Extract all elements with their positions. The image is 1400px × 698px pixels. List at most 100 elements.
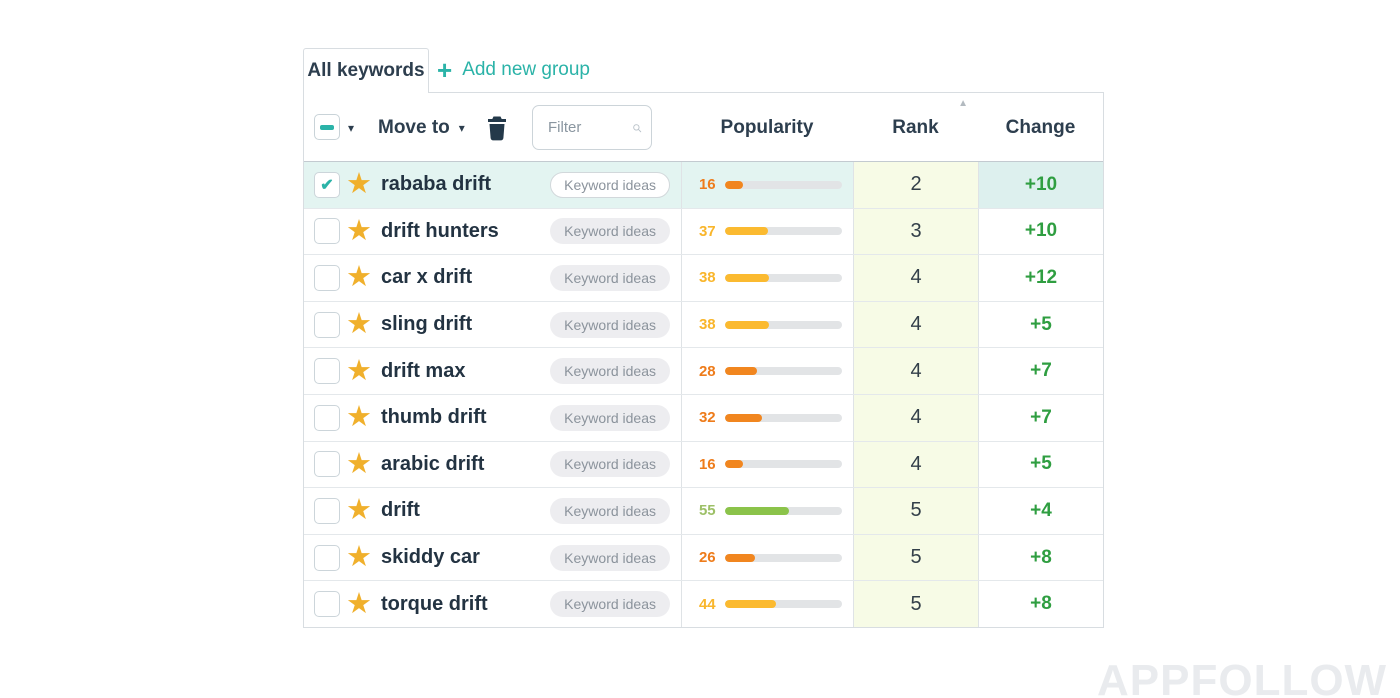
- table-rows: ✔ ★ rababa drift Keyword ideas 16 2 +10 …: [304, 162, 1103, 627]
- row-checkbox[interactable]: ✔: [314, 497, 340, 524]
- keyword-cell: ✔ ★ torque drift Keyword ideas: [304, 581, 681, 627]
- favorite-star-icon[interactable]: ★: [346, 168, 372, 201]
- popularity-bar-fill: [724, 273, 770, 282]
- chevron-down-icon[interactable]: ▾: [348, 121, 355, 135]
- keyword-ideas-badge[interactable]: Keyword ideas: [550, 497, 670, 524]
- table-row: ✔ ★ drift max Keyword ideas 28 4 +7: [304, 348, 1103, 395]
- popularity-value: 16: [698, 455, 716, 473]
- keyword-label: rababa drift: [381, 173, 492, 196]
- popularity-value: 38: [698, 269, 716, 287]
- popularity-bar-fill: [724, 460, 744, 469]
- keyword-ideas-badge[interactable]: Keyword ideas: [550, 591, 670, 618]
- column-header-change[interactable]: Change: [1005, 116, 1076, 138]
- popularity-cell: 16: [681, 162, 853, 208]
- popularity-cell: 55: [681, 488, 853, 534]
- search-icon: [633, 123, 642, 132]
- rank-value: 2: [853, 162, 978, 208]
- plus-icon: +: [437, 55, 453, 85]
- appfollow-watermark: APPFOLLOW: [1097, 656, 1388, 698]
- change-value: +7: [978, 394, 1103, 441]
- tab-all-keywords[interactable]: All keywords: [303, 48, 429, 93]
- keyword-cell: ✔ ★ rababa drift Keyword ideas: [304, 162, 681, 208]
- indeterminate-dash-icon: [320, 124, 334, 130]
- favorite-star-icon[interactable]: ★: [346, 494, 372, 527]
- keyword-cell: ✔ ★ skiddy car Keyword ideas: [304, 535, 681, 581]
- favorite-star-icon[interactable]: ★: [346, 214, 372, 247]
- keyword-cell: ✔ ★ drift max Keyword ideas: [304, 348, 681, 394]
- keyword-ideas-badge[interactable]: Keyword ideas: [550, 218, 670, 245]
- table-row: ✔ ★ arabic drift Keyword ideas 16 4 +5: [304, 441, 1103, 489]
- popularity-bar: [724, 180, 842, 189]
- row-checkbox[interactable]: ✔: [314, 591, 340, 618]
- trash-icon[interactable]: [485, 115, 509, 141]
- keyword-label: drift hunters: [381, 219, 499, 242]
- keyword-cell: ✔ ★ arabic drift Keyword ideas: [304, 442, 681, 488]
- keyword-ideas-badge[interactable]: Keyword ideas: [550, 404, 670, 431]
- keyword-ideas-badge[interactable]: Keyword ideas: [550, 451, 670, 478]
- change-value: +7: [978, 348, 1103, 394]
- add-new-group-button[interactable]: + Add new group: [437, 50, 590, 90]
- keyword-cell: ✔ ★ car x drift Keyword ideas: [304, 255, 681, 301]
- popularity-bar: [724, 320, 842, 329]
- change-value: +5: [978, 441, 1103, 488]
- change-value: +8: [978, 534, 1103, 581]
- keyword-ideas-badge[interactable]: Keyword ideas: [550, 264, 670, 291]
- sort-ascending-icon: ▲: [958, 98, 968, 109]
- table-row: ✔ ★ skiddy car Keyword ideas 26 5 +8: [304, 534, 1103, 582]
- favorite-star-icon[interactable]: ★: [346, 401, 372, 434]
- keyword-cell: ✔ ★ sling drift Keyword ideas: [304, 302, 681, 348]
- keyword-ideas-badge[interactable]: Keyword ideas: [550, 358, 670, 385]
- rank-value: 4: [853, 394, 978, 441]
- popularity-value: 37: [698, 222, 716, 240]
- keyword-label: drift max: [381, 359, 466, 382]
- change-value: +10: [978, 162, 1103, 208]
- keyword-label: drift: [381, 499, 420, 522]
- row-checkbox[interactable]: ✔: [314, 358, 340, 385]
- popularity-cell: 28: [681, 348, 853, 394]
- row-checkbox[interactable]: ✔: [314, 171, 340, 198]
- popularity-value: 16: [698, 176, 716, 194]
- select-all-checkbox[interactable]: [314, 114, 340, 140]
- change-value: +4: [978, 488, 1103, 534]
- keyword-label: sling drift: [381, 313, 473, 336]
- favorite-star-icon[interactable]: ★: [346, 354, 372, 387]
- rank-header-label: Rank: [892, 116, 939, 138]
- keyword-ideas-badge[interactable]: Keyword ideas: [550, 311, 670, 338]
- favorite-star-icon[interactable]: ★: [346, 447, 372, 480]
- table-toolbar: ▾ Move to ▾ Popularity Rank ▲ Change: [304, 93, 1103, 162]
- move-to-button[interactable]: Move to ▾: [378, 93, 465, 162]
- row-checkbox[interactable]: ✔: [314, 311, 340, 338]
- table-row: ✔ ★ sling drift Keyword ideas 38 4 +5: [304, 301, 1103, 349]
- keyword-label: car x drift: [381, 266, 473, 289]
- popularity-cell: 26: [681, 534, 853, 581]
- filter-input[interactable]: [548, 119, 632, 136]
- favorite-star-icon[interactable]: ★: [346, 541, 372, 574]
- row-checkbox[interactable]: ✔: [314, 264, 340, 291]
- popularity-cell: 38: [681, 255, 853, 301]
- keyword-ideas-badge[interactable]: Keyword ideas: [550, 544, 670, 571]
- keyword-label: thumb drift: [381, 406, 487, 429]
- keyword-cell: ✔ ★ drift hunters Keyword ideas: [304, 209, 681, 255]
- checkmark-icon: ✔: [320, 176, 334, 194]
- row-checkbox[interactable]: ✔: [314, 404, 340, 431]
- keyword-ideas-badge[interactable]: Keyword ideas: [550, 171, 670, 198]
- favorite-star-icon[interactable]: ★: [346, 308, 372, 341]
- row-checkbox[interactable]: ✔: [314, 218, 340, 245]
- row-checkbox[interactable]: ✔: [314, 544, 340, 571]
- column-header-popularity[interactable]: Popularity: [720, 116, 814, 138]
- chevron-down-icon: ▾: [458, 120, 465, 135]
- favorite-star-icon[interactable]: ★: [346, 261, 372, 294]
- popularity-bar-fill: [724, 180, 744, 189]
- row-checkbox[interactable]: ✔: [314, 451, 340, 478]
- popularity-value: 32: [698, 409, 716, 427]
- favorite-star-icon[interactable]: ★: [346, 587, 372, 620]
- column-header-rank[interactable]: Rank ▲: [853, 93, 978, 162]
- popularity-bar-fill: [724, 413, 763, 422]
- popularity-bar: [724, 367, 842, 376]
- change-value: +5: [978, 301, 1103, 348]
- keyword-cell: ✔ ★ thumb drift Keyword ideas: [304, 395, 681, 441]
- keyword-cell: ✔ ★ drift Keyword ideas: [304, 488, 681, 534]
- popularity-cell: 32: [681, 394, 853, 441]
- popularity-bar: [724, 227, 842, 236]
- popularity-bar: [724, 273, 842, 282]
